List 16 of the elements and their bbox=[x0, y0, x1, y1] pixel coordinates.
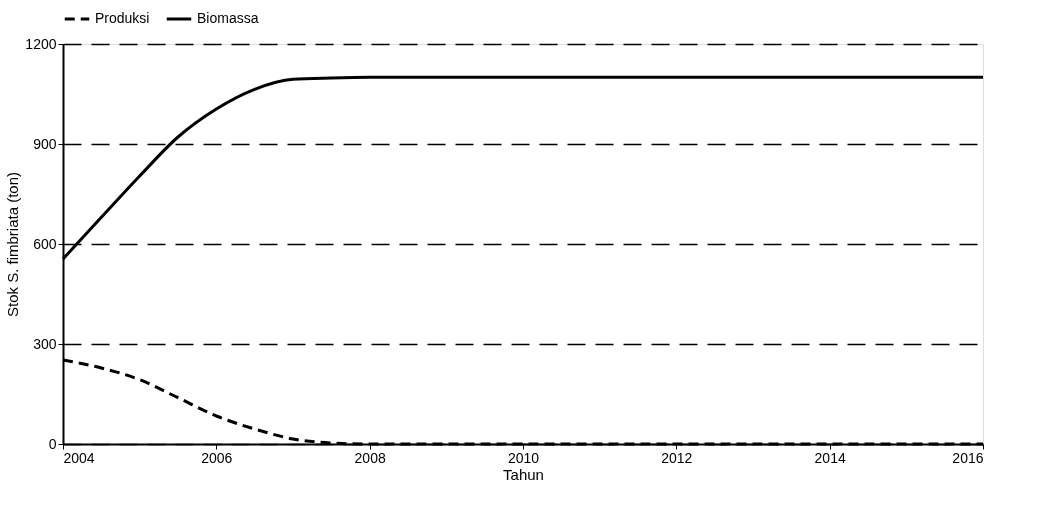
y-axis-title: Stok S. fimbriata (ton) bbox=[4, 171, 22, 318]
y-tick-label: 600 bbox=[33, 235, 57, 252]
x-tick-label: 2008 bbox=[354, 449, 386, 466]
x-axis-title: Tahun bbox=[503, 465, 544, 483]
x-tick-label: 2014 bbox=[814, 449, 846, 466]
y-tick-label: 300 bbox=[33, 335, 57, 352]
x-tick-label: 2006 bbox=[201, 449, 233, 466]
x-tick-label: 2004 bbox=[63, 449, 95, 466]
legend-label: Biomassa bbox=[197, 10, 259, 26]
y-tick-label: 0 bbox=[48, 435, 57, 452]
legend-label: Produksi bbox=[95, 10, 150, 26]
x-tick-label: 2016 bbox=[952, 449, 984, 466]
y-tick-label: 900 bbox=[33, 135, 57, 152]
x-tick-label: 2010 bbox=[507, 449, 540, 466]
y-tick-label: 1200 bbox=[25, 35, 57, 52]
x-tick-label: 2012 bbox=[661, 449, 693, 466]
